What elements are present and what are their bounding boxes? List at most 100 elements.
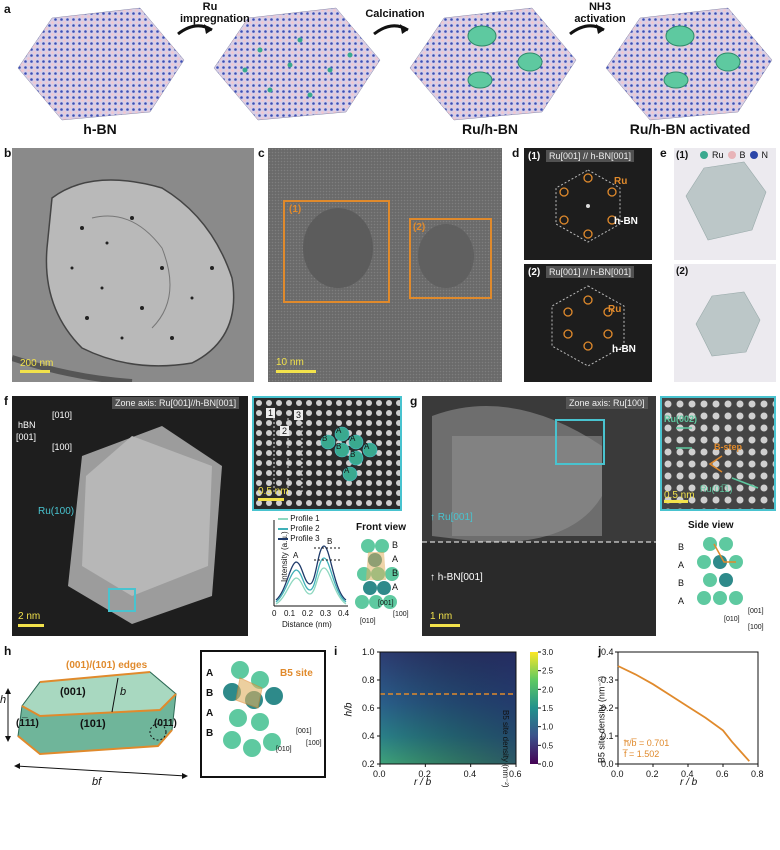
region-label-1: (1) — [289, 204, 302, 215]
peak-a-label: A — [293, 551, 299, 560]
dim-bf-label: bf — [92, 776, 102, 788]
profile-num-2: 2 — [280, 426, 290, 436]
facet-011-label: (011) — [154, 718, 177, 729]
panel-c-label: c — [258, 146, 265, 160]
colorbar-tick-label: 2.5 — [542, 667, 554, 676]
b5-site-box — [200, 650, 326, 778]
profile-ylabel: Intensity (a.u.) — [280, 531, 289, 582]
inset-atom-label-4: B — [336, 442, 342, 451]
heatmap-plot-area — [380, 652, 516, 764]
colorbar-tick-label: 2.0 — [542, 685, 554, 694]
side-axis-001: [001] — [748, 608, 764, 615]
hbn-direction-label: ↑ h-BN[001] — [430, 572, 483, 583]
heatmap-xtick-label: 0.6 — [509, 769, 522, 779]
panel-b-label: b — [4, 146, 12, 160]
density-series-line — [617, 665, 750, 762]
colorbar — [530, 652, 538, 764]
model-num-1: (1) — [676, 150, 689, 161]
model-image-1 — [674, 148, 776, 260]
edges-label: (001)/(101) edges — [66, 660, 148, 671]
h-axis-010: [010] — [276, 746, 292, 753]
line-xtick-label: 0.2 — [646, 769, 659, 779]
fft-ru-label-1: Ru — [614, 176, 628, 187]
colorbar-tick-label: 1.5 — [542, 704, 554, 713]
colorbar-label: B5 site density (nm⁻²) — [501, 710, 510, 788]
heatmap-xtick-label: 0.2 — [418, 769, 431, 779]
facet-101-label: (101) — [80, 718, 106, 730]
b5-site-label: B5 site — [280, 668, 313, 679]
front-axis-010: [010] — [360, 618, 376, 625]
peak-b-label: B — [327, 537, 332, 546]
inset-atom-label-2: B — [322, 434, 328, 443]
inset-atom-label-1: A — [336, 426, 342, 435]
front-axis-100: [100] — [393, 611, 409, 618]
region-box-1 — [283, 200, 390, 303]
inset-atom-label-6: B — [350, 450, 356, 459]
arrow-2-label: Calcination — [365, 8, 425, 20]
line-xtick-label: 0.8 — [751, 769, 764, 779]
scale-bar-c — [276, 370, 316, 373]
front-axis-001: [001] — [378, 600, 394, 607]
heatmap-ytick-label: 1.0 — [362, 647, 375, 657]
n-legend-icon — [749, 151, 758, 159]
line-xtick-label: 0.4 — [681, 769, 694, 779]
profile-xlabel: Distance (nm) — [282, 620, 332, 629]
profile-legend: Profile 1 Profile 2 Profile 3 — [278, 514, 320, 544]
profile-xtick-4: 0.4 — [338, 609, 350, 618]
front-view-title: Front view — [356, 522, 407, 533]
side-view-title: Side view — [688, 520, 734, 531]
hbn-sheet-1 — [17, 7, 185, 121]
haadf-image-c — [268, 148, 502, 382]
fft-ru-label-2: Ru — [608, 304, 622, 315]
inset-image-f — [252, 396, 402, 511]
fft-image-2 — [524, 264, 652, 382]
heatmap-chart: 0.0 0.2 0.4 0.60.20.40.60.81.00.00.51.01.52… — [362, 647, 554, 779]
side-axis-010: [010] — [724, 616, 740, 623]
arrow-1-label: Ru impregnation — [180, 1, 250, 25]
inset-atom-label-7: A — [344, 466, 350, 475]
colorbar-tick-label: 3.0 — [542, 648, 554, 657]
side-view-model — [697, 537, 743, 605]
profile-xtick-2: 0.2 — [302, 609, 314, 618]
scale-label-f: 2 nm — [18, 611, 41, 622]
panel-h-label: h — [4, 644, 12, 658]
fft-image-1 — [524, 148, 652, 260]
panel-d-label: d — [512, 146, 520, 160]
fft-num-2: (2) — [528, 267, 541, 278]
tem-image-b — [12, 148, 254, 382]
scale-label-b: 200 nm — [20, 358, 54, 369]
line-ylabel: B5 site density (nm⁻²) — [596, 675, 607, 764]
panel-i-label: i — [334, 644, 338, 658]
panel-a-schematic — [17, 7, 773, 121]
panel-f-label: f — [4, 394, 8, 408]
hbn-sheet-4 — [605, 7, 773, 121]
element-legend: Ru B N — [700, 150, 768, 160]
heatmap-xtick-label: 0.4 — [464, 769, 477, 779]
axis-100-label: [100] — [52, 442, 73, 452]
bstep-label: B-step — [714, 442, 743, 452]
h-axis-100: [100] — [306, 740, 322, 747]
inset-region-box-g — [555, 419, 605, 465]
front-view-model — [355, 539, 399, 609]
line-xtick-label: 0.0 — [611, 769, 624, 779]
inset-region-box-f — [108, 588, 136, 612]
profile-plot: A B Intensity (a.u.) 0 0.1 0.2 0.3 0.4 D… — [272, 520, 350, 629]
line-ytick-label: 0.2 — [601, 703, 614, 713]
panel-e-label: e — [660, 146, 667, 160]
model-num-2: (2) — [676, 266, 689, 277]
fft-num-1: (1) — [528, 151, 541, 162]
scale-label-g: 1 nm — [430, 611, 453, 622]
fft-hbn-label-2: h-BN — [612, 344, 636, 355]
ru002-label: Ru(002) — [664, 414, 698, 424]
line-xlabel: r / b — [680, 777, 698, 788]
particle-schematic — [5, 671, 188, 779]
ru-legend-icon — [700, 151, 708, 159]
hbn-sheet-2 — [213, 7, 381, 121]
arrow-3-label: NH3 activation — [574, 1, 626, 25]
line-ytick-label: 0.1 — [601, 731, 614, 741]
scale-bar-f-inset — [258, 498, 284, 501]
profile-xtick-0: 0 — [272, 609, 277, 618]
